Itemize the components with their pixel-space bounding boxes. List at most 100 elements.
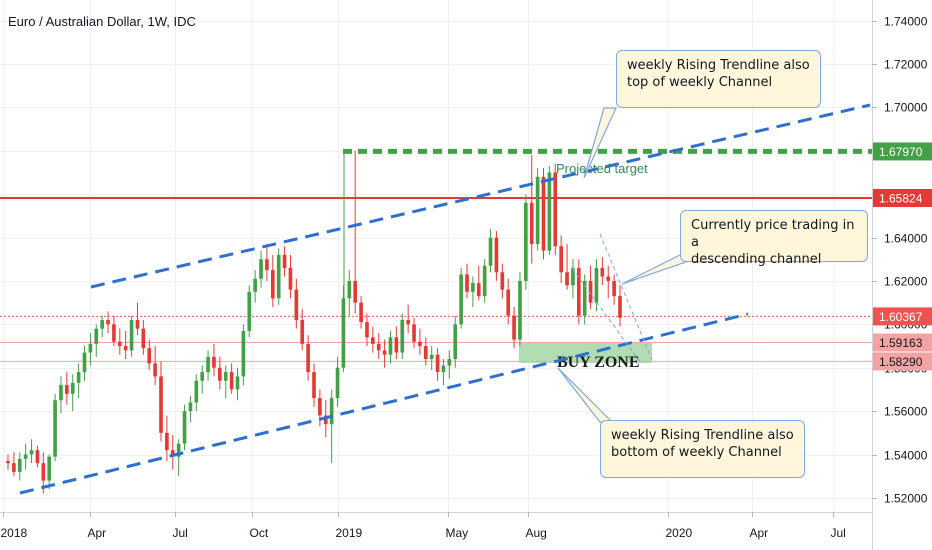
callout-top-line-1: weekly Rising Trendline also (627, 58, 810, 73)
candle-body (600, 267, 605, 277)
candle-body (65, 385, 69, 394)
x-tick-label: Aug (526, 526, 547, 540)
candle-body (23, 454, 28, 459)
candle-body (306, 343, 310, 373)
callout-middle-line-2: descending channel (691, 252, 822, 267)
candle-body (247, 291, 252, 331)
candle-body (506, 289, 511, 316)
candle-body (535, 176, 540, 245)
y-tick-label: 1.74000 (884, 15, 928, 29)
buy-zone-label: BUY ZONE (557, 354, 640, 371)
price-labels: 1.67970 1.65824 1.60367 1.59163 1.58290 (873, 142, 932, 371)
x-tick-label: 2018 (1, 526, 28, 540)
x-axis: 2018 Apr Jul Oct 2019 May Aug 2020 Apr Jul (0, 512, 872, 540)
candle-body (94, 328, 99, 344)
candle-body (588, 280, 593, 303)
candle-body (618, 296, 622, 318)
candle-body (59, 385, 63, 401)
candle-body (524, 202, 528, 281)
callout-pointers (557, 107, 687, 423)
candle-body (371, 337, 375, 344)
candle-body (353, 280, 358, 303)
candle-body (518, 280, 522, 340)
price-label-text: 1.67970 (879, 145, 923, 159)
candle-body (17, 458, 22, 472)
candle-body (547, 172, 552, 251)
candle-body (53, 400, 57, 457)
candle-body (170, 450, 175, 457)
price-label-box (873, 333, 932, 352)
candle-body (512, 315, 516, 340)
candle-body (147, 348, 152, 364)
price-label-box (873, 188, 932, 207)
candle-body (159, 376, 163, 433)
candles (6, 150, 622, 494)
candle-body (123, 346, 128, 351)
callout-top-pointer (583, 107, 617, 179)
candle-body (206, 356, 210, 373)
candle-body (200, 372, 205, 381)
candle-body (253, 278, 257, 292)
x-tick-label: Jul (173, 526, 188, 540)
candle-body (82, 352, 87, 373)
candle-body (112, 324, 116, 342)
candle-body (347, 280, 352, 299)
callout-top-channel: weekly Rising Trendline also top of week… (616, 50, 821, 108)
callout-bottom-line-2: bottom of weekly Channel (611, 445, 782, 460)
candle-body (471, 283, 475, 292)
candle-body (300, 320, 305, 344)
candle-body (188, 402, 193, 412)
horizontal-levels (0, 148, 872, 362)
price-label-box (873, 142, 932, 161)
candle-body (265, 259, 269, 271)
candle-body (223, 372, 228, 381)
y-axis: 1.740001.720001.700001.680001.660001.640… (872, 0, 928, 550)
callout-bottom-pointer (557, 367, 614, 423)
candle-body (412, 324, 416, 342)
candle-body (47, 456, 52, 481)
candle-body (259, 259, 263, 279)
candle-body (312, 372, 316, 399)
candle-body (276, 254, 281, 299)
candle-body (341, 298, 346, 368)
descending-channel-upper (599, 233, 653, 361)
candle-body (129, 320, 134, 351)
candle-body (117, 341, 122, 347)
candle-body (576, 267, 581, 316)
candle-body (12, 463, 16, 472)
candle-body (235, 376, 240, 390)
candle-body (270, 270, 275, 299)
candle-body (194, 380, 199, 403)
candle-body (229, 372, 234, 390)
x-tick-label: 2019 (336, 526, 363, 540)
candle-body (394, 337, 399, 353)
x-tick-label: Apr (88, 526, 107, 540)
y-tick-label: 1.54000 (884, 449, 928, 463)
price-label-text: 1.59163 (879, 336, 923, 350)
candle-body (606, 276, 611, 281)
candle-body (441, 365, 446, 373)
candle-body (376, 343, 381, 351)
candle-body (488, 237, 493, 266)
candle-body (565, 272, 569, 286)
candle-body (100, 320, 104, 329)
candle-body (459, 274, 463, 325)
price-label-box (873, 307, 932, 326)
candle-body (76, 372, 81, 383)
candle-body (88, 343, 93, 353)
price-label-box (873, 352, 932, 371)
channel-top-line (90, 103, 871, 289)
candle-body (359, 302, 363, 323)
candle-body (288, 267, 293, 290)
callout-descending-channel: Currently price trading in a descending … (680, 210, 868, 267)
candle-body (571, 267, 575, 286)
candle-body (182, 411, 187, 444)
candle-body (329, 398, 334, 425)
callout-middle-line-1: Currently price trading in a (691, 218, 855, 250)
x-tick-label: May (446, 526, 469, 540)
candle-body (241, 330, 246, 377)
candle-body (153, 363, 157, 377)
candle-body (406, 320, 410, 325)
candle-body (35, 450, 40, 464)
candle-body (453, 324, 458, 360)
